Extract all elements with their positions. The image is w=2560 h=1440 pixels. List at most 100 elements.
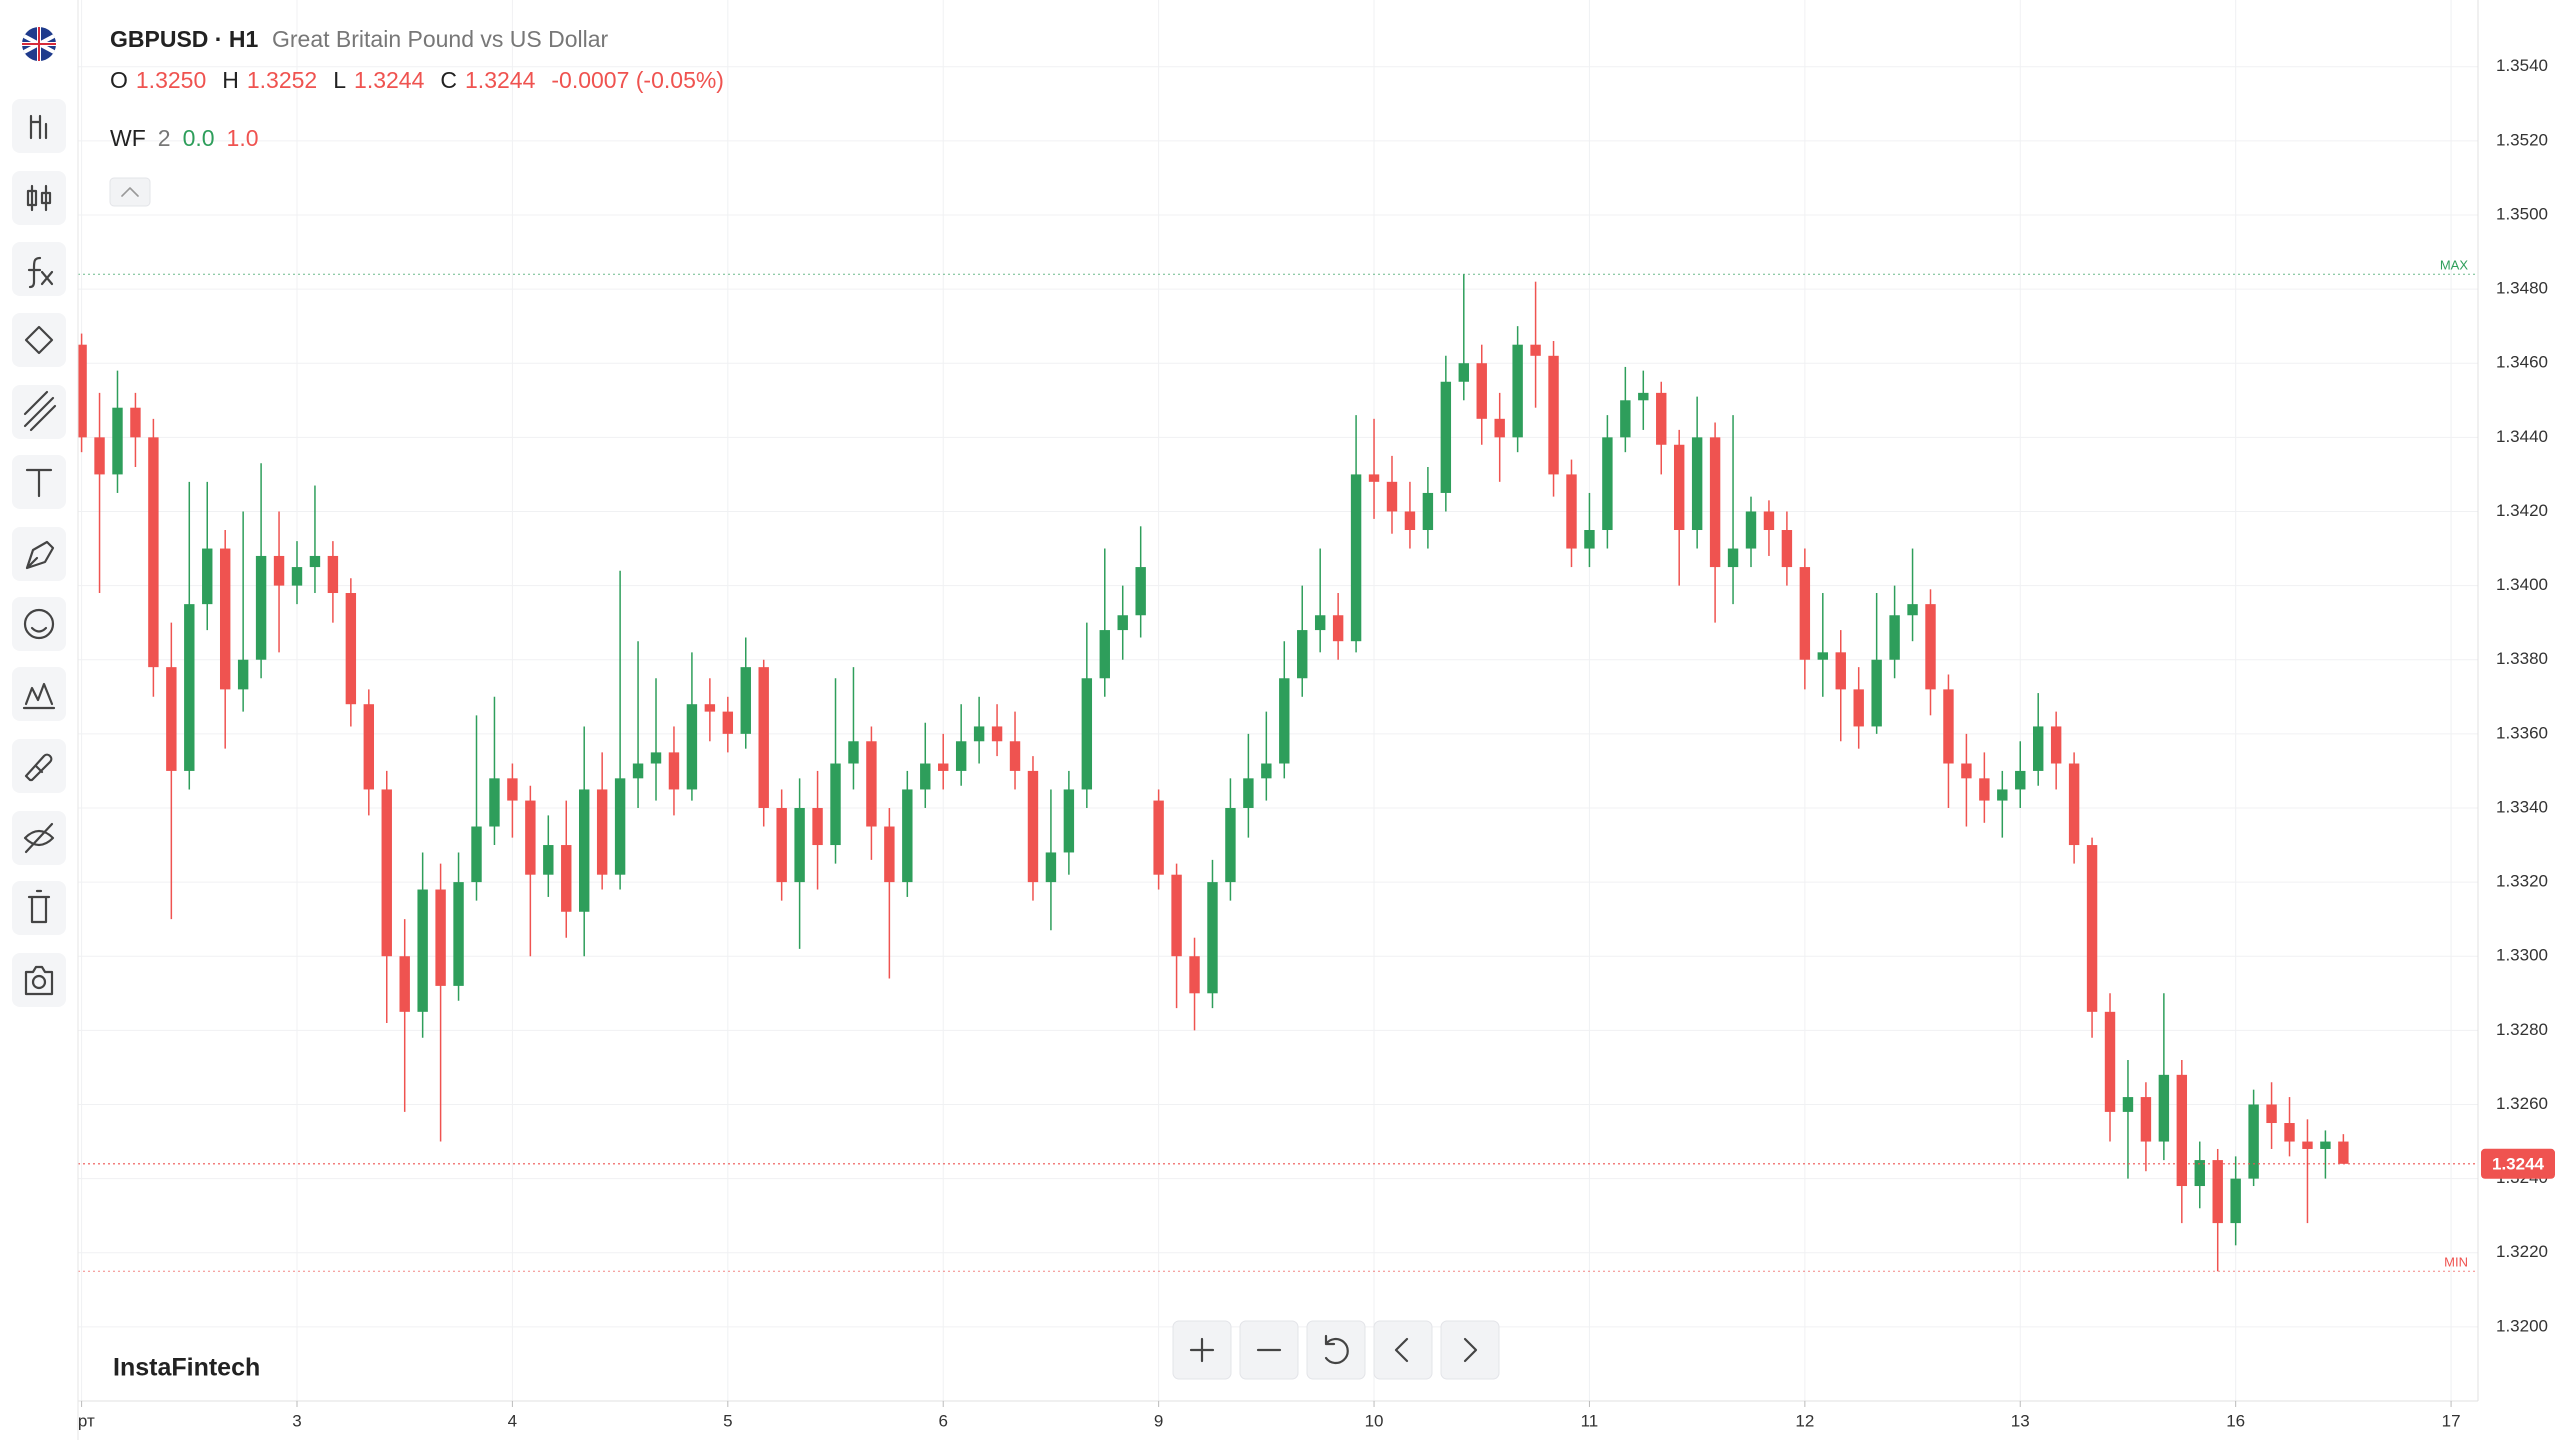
- candle-body: [902, 789, 913, 883]
- candle-body: [1314, 615, 1326, 631]
- tool-icon: [23, 390, 57, 432]
- tool-button[interactable]: [12, 953, 66, 1007]
- x-tick-label: 4: [508, 1411, 517, 1430]
- candle-body: [399, 956, 410, 1012]
- candle-body: [184, 604, 195, 771]
- scroll-left-button[interactable]: [1373, 1320, 1433, 1380]
- candle-body: [955, 741, 967, 771]
- tool-icon: [25, 468, 53, 498]
- ohlc-key: O: [110, 67, 128, 93]
- max-label: MAX: [2440, 258, 2469, 273]
- candle-body: [130, 407, 141, 438]
- x-tick-label: 5: [723, 1411, 732, 1430]
- candle-body: [1548, 355, 1559, 475]
- candle-body: [632, 763, 644, 779]
- ohlc-value: 1.3252: [247, 67, 317, 93]
- tool-button[interactable]: [12, 667, 66, 721]
- tool-button[interactable]: [12, 171, 66, 225]
- candle-body: [2248, 1104, 2259, 1179]
- candle-body: [1171, 874, 1182, 957]
- candle-body: [866, 741, 877, 827]
- scroll-right-button[interactable]: [1440, 1320, 1500, 1380]
- candle-body: [2266, 1104, 2277, 1124]
- candle-body: [1458, 363, 1469, 382]
- tool-icon: [23, 608, 55, 640]
- overlay: MAX MIN: [78, 258, 2478, 1272]
- tool-icon: [29, 114, 48, 140]
- candle-body: [237, 659, 249, 690]
- ohlc-row: O 1.3250 H 1.3252 L 1.3244 C 1.3244 -0.0007 (-0.…: [110, 67, 724, 93]
- candle-body: [650, 752, 662, 764]
- candle-body: [1279, 678, 1290, 764]
- tool-icon: [27, 256, 54, 289]
- candle-body: [776, 807, 787, 883]
- candle-body: [1027, 770, 1039, 883]
- candles: [76, 274, 2349, 1272]
- brand: InstaFintech: [113, 1354, 260, 1382]
- ohlc-key: C: [440, 67, 457, 93]
- candle-body: [148, 437, 159, 668]
- candle-body: [363, 704, 375, 790]
- x-tick-label: 11: [1581, 1411, 1599, 1430]
- candle-body: [722, 711, 734, 734]
- reset-button[interactable]: [1306, 1320, 1366, 1380]
- candle-body: [794, 807, 805, 883]
- candle-body: [920, 763, 931, 790]
- y-tick-label: 1.3500: [2496, 204, 2548, 223]
- tool-button[interactable]: [12, 739, 66, 793]
- candle-body: [1332, 615, 1344, 642]
- candle-body: [2176, 1074, 2188, 1187]
- tool-icon: [22, 682, 56, 710]
- x-tick-label: 12: [1795, 1411, 1814, 1430]
- y-tick-label: 1.3440: [2496, 427, 2548, 446]
- candle-body: [1745, 511, 1757, 549]
- candle-body: [166, 667, 177, 771]
- last-price-box: [2481, 1148, 2555, 1179]
- indicator-name: WF: [110, 125, 146, 151]
- candle-body: [1404, 511, 1416, 531]
- candle-body: [2033, 726, 2044, 771]
- x-tick-label: 17: [2442, 1411, 2461, 1430]
- x-tick-label: 13: [2011, 1411, 2030, 1430]
- tool-button[interactable]: [12, 313, 66, 367]
- tool-buttons: [12, 99, 66, 1007]
- candle-body: [112, 407, 123, 475]
- reset-icon: [1324, 1334, 1349, 1365]
- collapse-button[interactable]: [109, 177, 151, 207]
- candle-body: [1620, 400, 1631, 438]
- candle-body: [417, 889, 428, 1012]
- ohlc-value: 1.3244: [354, 67, 425, 93]
- candle-body: [1871, 659, 1882, 727]
- candle-body: [1727, 548, 1739, 568]
- tool-icon: [25, 540, 55, 570]
- y-tick-label: 1.3300: [2496, 946, 2548, 965]
- candle-body: [2015, 770, 2026, 790]
- candle-body: [1889, 615, 1900, 660]
- tool-button[interactable]: [12, 527, 66, 581]
- candle-body: [1440, 381, 1452, 493]
- candle-body: [1225, 807, 1236, 883]
- candle-body: [668, 752, 680, 790]
- candle-body: [740, 667, 751, 734]
- ohlc-key: H: [222, 67, 239, 93]
- candle-body: [2338, 1141, 2349, 1164]
- candle-body: [1386, 481, 1398, 512]
- candle-body: [1691, 437, 1703, 531]
- tool-button[interactable]: [12, 597, 66, 651]
- tool-icon: [23, 822, 55, 854]
- candle-body: [471, 826, 482, 883]
- candle-body: [219, 548, 231, 690]
- tool-icon: [26, 184, 52, 212]
- candle-body: [309, 555, 321, 568]
- ohlc-value: 1.3244: [465, 67, 536, 93]
- candle-body: [1656, 392, 1667, 445]
- candle-body: [345, 593, 357, 705]
- candle-body: [1835, 652, 1846, 690]
- candle-body: [812, 807, 823, 846]
- candle-body: [1494, 418, 1505, 438]
- tool-button[interactable]: [12, 881, 66, 935]
- sidebar: [0, 0, 79, 1440]
- candle-body: [1009, 741, 1021, 771]
- candle-body: [596, 789, 608, 875]
